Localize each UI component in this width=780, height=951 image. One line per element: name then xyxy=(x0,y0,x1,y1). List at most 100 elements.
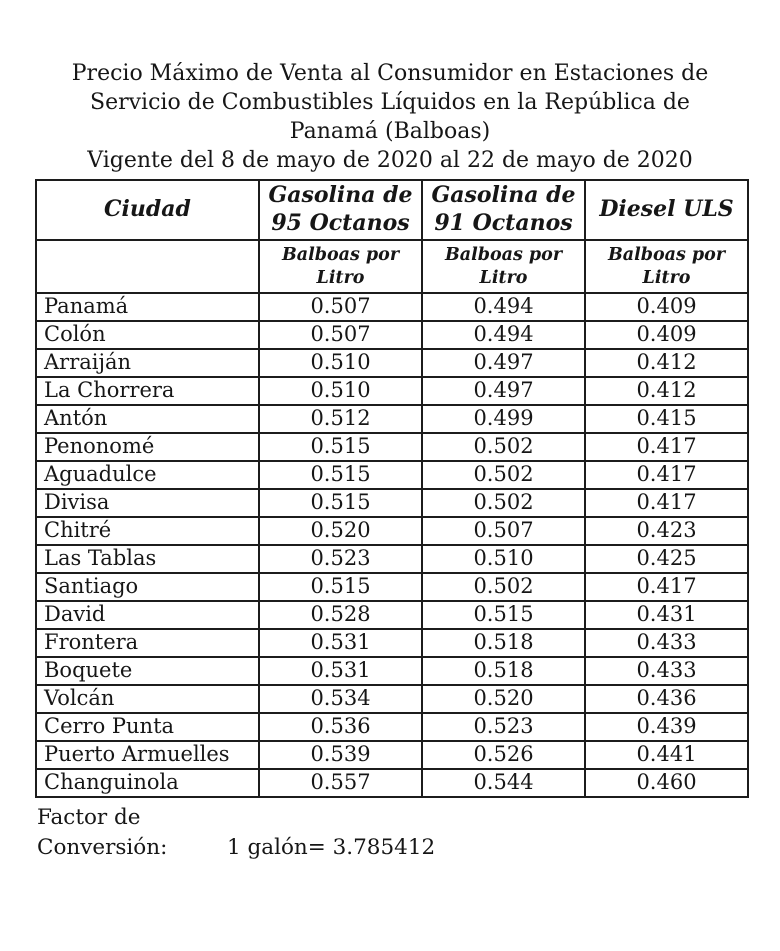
price-cell-gas95: 0.510 xyxy=(258,347,423,378)
city-cell: Antón xyxy=(35,403,260,434)
page-subtitle: Vigente del 8 de mayo de 2020 al 22 de m… xyxy=(87,148,693,174)
city-cell: Puerto Armuelles xyxy=(35,739,260,770)
table-row: Penonomé 0.515 0.502 0.417 xyxy=(35,431,749,462)
table-header-row: Ciudad Gasolina de 95 Octanos Gasolina d… xyxy=(35,178,749,241)
table-row: La Chorrera 0.510 0.497 0.412 xyxy=(35,375,749,406)
city-cell: Penonomé xyxy=(35,431,260,462)
column-header-diesel: Diesel ULS xyxy=(584,178,749,241)
price-cell-diesel: 0.433 xyxy=(584,627,749,658)
price-cell-diesel: 0.409 xyxy=(584,291,749,322)
price-cell-diesel: 0.439 xyxy=(584,711,749,742)
price-cell-gas91: 0.544 xyxy=(421,767,586,798)
price-cell-diesel: 0.417 xyxy=(584,459,749,490)
price-cell-gas91: 0.518 xyxy=(421,655,586,686)
price-cell-gas91: 0.520 xyxy=(421,683,586,714)
price-cell-gas95: 0.523 xyxy=(258,543,423,574)
price-cell-gas91: 0.526 xyxy=(421,739,586,770)
table-row: Las Tablas 0.523 0.510 0.425 xyxy=(35,543,749,574)
table-row: Puerto Armuelles 0.539 0.526 0.441 xyxy=(35,739,749,770)
price-cell-gas95: 0.539 xyxy=(258,739,423,770)
price-cell-diesel: 0.423 xyxy=(584,515,749,546)
city-cell: La Chorrera xyxy=(35,375,260,406)
price-cell-diesel: 0.412 xyxy=(584,375,749,406)
column-header-gas91: Gasolina de 91 Octanos xyxy=(421,178,586,241)
table-unit-row: Balboas por Litro Balboas por Litro Balb… xyxy=(35,238,749,294)
price-cell-gas95: 0.531 xyxy=(258,627,423,658)
price-cell-diesel: 0.433 xyxy=(584,655,749,686)
price-cell-gas95: 0.507 xyxy=(258,291,423,322)
table-row: Boquete 0.531 0.518 0.433 xyxy=(35,655,749,686)
table-row: Santiago 0.515 0.502 0.417 xyxy=(35,571,749,602)
price-cell-diesel: 0.409 xyxy=(584,319,749,350)
table-row: Divisa 0.515 0.502 0.417 xyxy=(35,487,749,518)
price-cell-diesel: 0.436 xyxy=(584,683,749,714)
table-row: Colón 0.507 0.494 0.409 xyxy=(35,319,749,350)
price-cell-gas95: 0.515 xyxy=(258,431,423,462)
price-cell-diesel: 0.417 xyxy=(584,571,749,602)
unit-header-gas95: Balboas por Litro xyxy=(258,238,423,294)
table-row: Antón 0.512 0.499 0.415 xyxy=(35,403,749,434)
city-cell: Santiago xyxy=(35,571,260,602)
unit-header-city xyxy=(35,238,260,294)
price-cell-diesel: 0.431 xyxy=(584,599,749,630)
table-row: Changuinola 0.557 0.544 0.460 xyxy=(35,767,749,798)
city-cell: Frontera xyxy=(35,627,260,658)
price-cell-diesel: 0.441 xyxy=(584,739,749,770)
price-table-body: Panamá 0.507 0.494 0.409 Colón 0.507 0.494 0.40… xyxy=(35,291,749,798)
city-cell: Changuinola xyxy=(35,767,260,798)
city-cell: David xyxy=(35,599,260,630)
column-header-city: Ciudad xyxy=(35,178,260,241)
city-cell: Aguadulce xyxy=(35,459,260,490)
price-cell-gas95: 0.515 xyxy=(258,459,423,490)
price-cell-diesel: 0.417 xyxy=(584,487,749,518)
city-cell: Las Tablas xyxy=(35,543,260,574)
price-cell-gas91: 0.510 xyxy=(421,543,586,574)
price-cell-diesel: 0.412 xyxy=(584,347,749,378)
city-cell: Chitré xyxy=(35,515,260,546)
price-cell-diesel: 0.460 xyxy=(584,767,749,798)
price-cell-gas91: 0.523 xyxy=(421,711,586,742)
table-row: Panamá 0.507 0.494 0.409 xyxy=(35,291,749,322)
price-cell-diesel: 0.415 xyxy=(584,403,749,434)
conversion-factor-row: Factor de Conversión: 1 galón= 3.785412 xyxy=(37,803,780,862)
table-row: Aguadulce 0.515 0.502 0.417 xyxy=(35,459,749,490)
city-cell: Volcán xyxy=(35,683,260,714)
price-cell-diesel: 0.425 xyxy=(584,543,749,574)
table-row: David 0.528 0.515 0.431 xyxy=(35,599,749,630)
price-cell-gas91: 0.502 xyxy=(421,459,586,490)
price-cell-gas91: 0.502 xyxy=(421,571,586,602)
unit-header-diesel: Balboas por Litro xyxy=(584,238,749,294)
price-cell-gas95: 0.507 xyxy=(258,319,423,350)
city-cell: Cerro Punta xyxy=(35,711,260,742)
price-cell-gas95: 0.557 xyxy=(258,767,423,798)
price-cell-gas95: 0.512 xyxy=(258,403,423,434)
price-cell-gas95: 0.528 xyxy=(258,599,423,630)
price-cell-gas95: 0.520 xyxy=(258,515,423,546)
price-cell-gas95: 0.510 xyxy=(258,375,423,406)
unit-header-gas91: Balboas por Litro xyxy=(421,238,586,294)
price-cell-gas95: 0.534 xyxy=(258,683,423,714)
table-row: Volcán 0.534 0.520 0.436 xyxy=(35,683,749,714)
city-cell: Arraiján xyxy=(35,347,260,378)
city-cell: Colón xyxy=(35,319,260,350)
price-cell-gas91: 0.502 xyxy=(421,431,586,462)
title-block: Precio Máximo de Venta al Consumidor en … xyxy=(0,0,780,175)
table-row: Chitré 0.520 0.507 0.423 xyxy=(35,515,749,546)
price-cell-gas95: 0.531 xyxy=(258,655,423,686)
conversion-factor-label: Factor de Conversión: xyxy=(37,804,168,860)
conversion-factor-value: 1 galón= 3.785412 xyxy=(227,834,436,860)
price-cell-gas95: 0.515 xyxy=(258,571,423,602)
price-cell-gas95: 0.515 xyxy=(258,487,423,518)
price-cell-diesel: 0.417 xyxy=(584,431,749,462)
city-cell: Boquete xyxy=(35,655,260,686)
city-cell: Divisa xyxy=(35,487,260,518)
price-cell-gas91: 0.507 xyxy=(421,515,586,546)
column-header-gas95: Gasolina de 95 Octanos xyxy=(258,178,423,241)
price-cell-gas91: 0.499 xyxy=(421,403,586,434)
price-cell-gas91: 0.518 xyxy=(421,627,586,658)
price-cell-gas91: 0.515 xyxy=(421,599,586,630)
table-row: Arraiján 0.510 0.497 0.412 xyxy=(35,347,749,378)
price-cell-gas91: 0.494 xyxy=(421,291,586,322)
city-cell: Panamá xyxy=(35,291,260,322)
